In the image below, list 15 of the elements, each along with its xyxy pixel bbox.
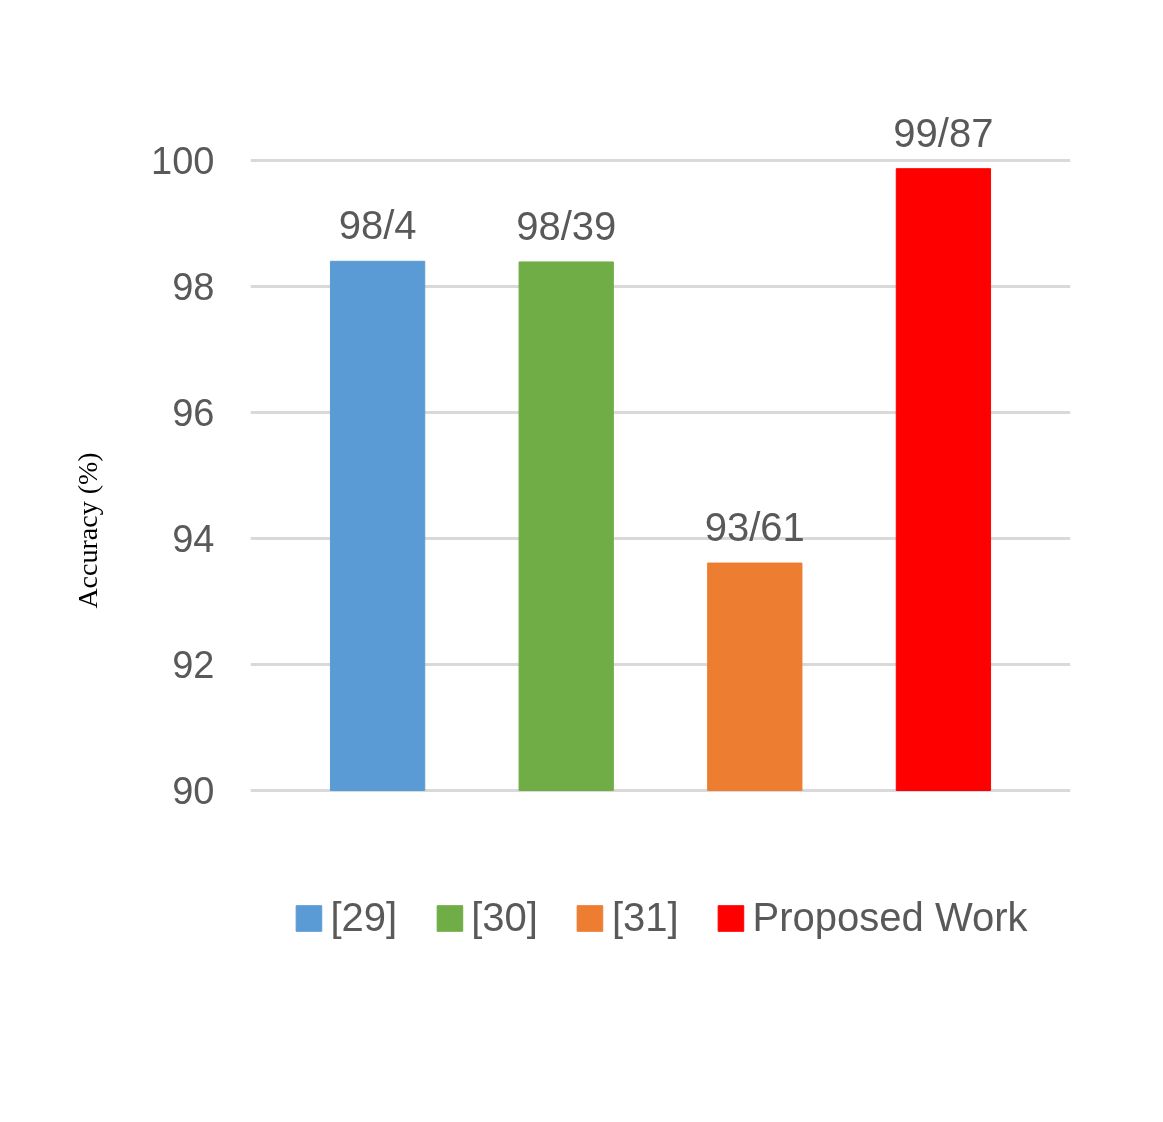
y-tick-label: 96: [172, 392, 215, 434]
y-tick-label: 100: [151, 140, 215, 182]
data-label: 98/39: [516, 203, 617, 248]
y-tick-label: 98: [172, 266, 215, 308]
y-axis-title: Accuracy (%): [72, 452, 104, 609]
legend-label: Proposed Work: [752, 895, 1028, 940]
legend-label: [30]: [471, 895, 538, 940]
data-label: 99/87: [893, 110, 994, 155]
data-label: 93/61: [704, 505, 805, 550]
legend-label: [31]: [611, 895, 679, 940]
y-tick-label: 92: [172, 644, 215, 686]
y-tick-label: 90: [172, 770, 215, 812]
data-label: 98/4: [338, 203, 417, 248]
legend-label: [29]: [330, 895, 398, 940]
y-tick-label: 94: [172, 518, 215, 560]
